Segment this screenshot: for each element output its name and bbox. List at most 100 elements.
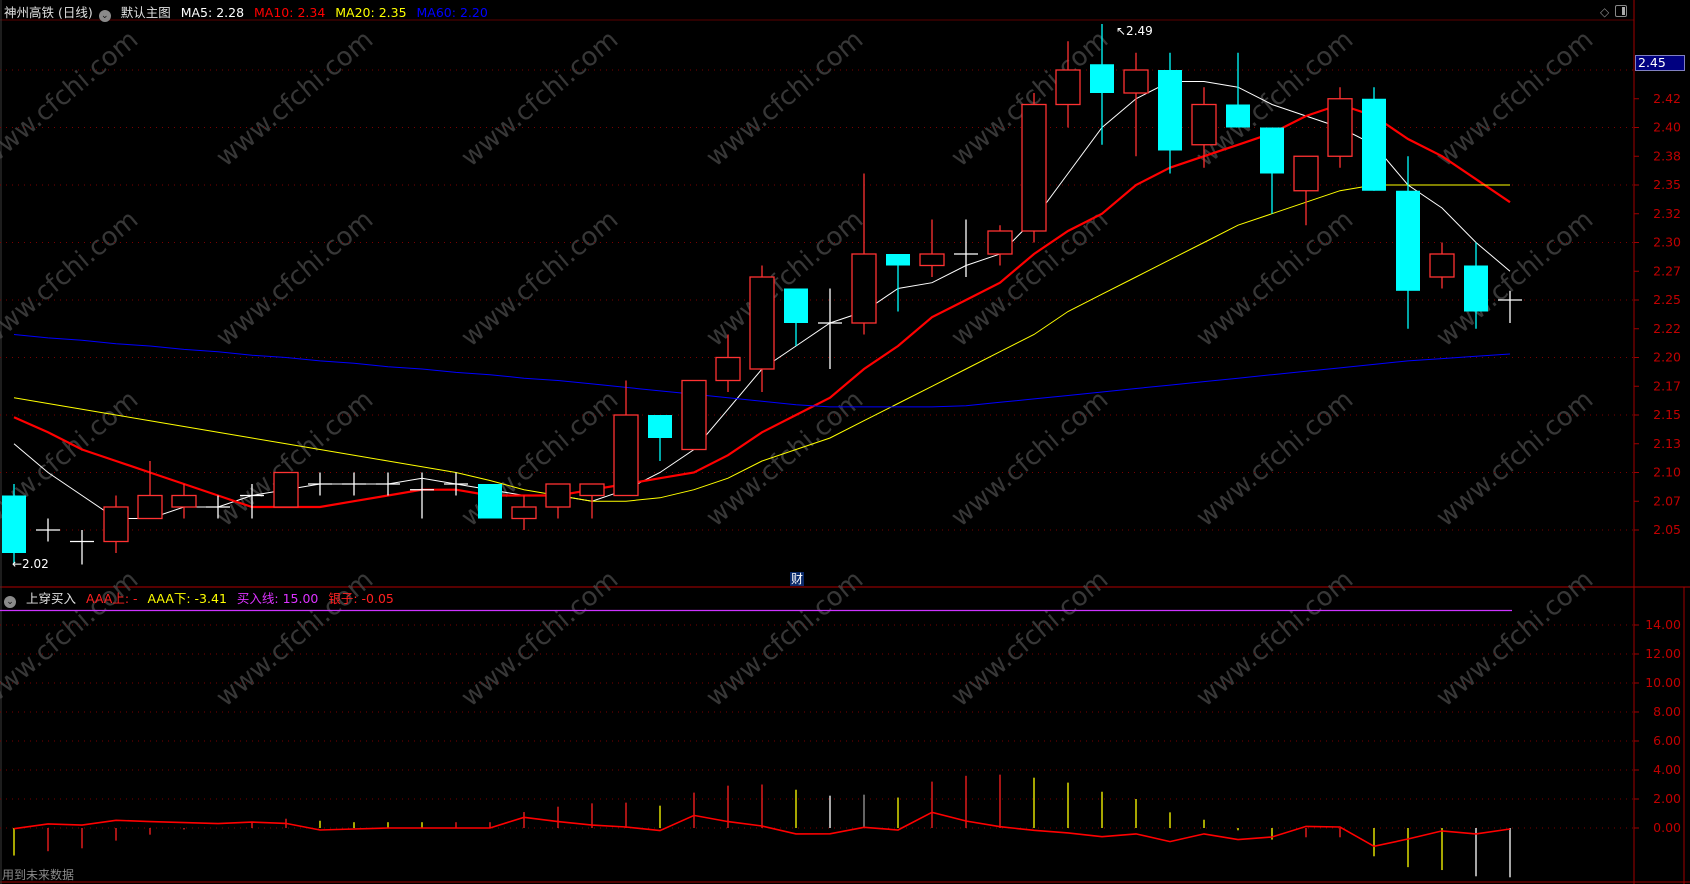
candle-body-up bbox=[613, 414, 639, 497]
indicator-axis-label: 4.00 bbox=[1653, 762, 1681, 777]
chevron-down-icon[interactable]: ⌄ bbox=[4, 596, 16, 608]
candle-body-down bbox=[1226, 104, 1250, 128]
candle-body-up bbox=[1191, 103, 1217, 146]
ma-line-ma60 bbox=[13, 334, 1511, 408]
candle-body-up bbox=[851, 253, 877, 324]
watermark-text: www.cfchi.com bbox=[211, 385, 380, 533]
watermark-text: www.cfchi.com bbox=[1431, 25, 1600, 173]
candle bbox=[137, 461, 163, 520]
candle-body-down bbox=[2, 495, 26, 553]
candle-body-up bbox=[171, 494, 197, 508]
indicator-name[interactable]: 上穿买入 bbox=[25, 591, 76, 606]
candle-body-up bbox=[545, 483, 571, 508]
ma20-legend: MA20: 2.35 bbox=[335, 5, 407, 20]
chevron-down-icon[interactable]: ⌄ bbox=[98, 10, 111, 22]
candle bbox=[511, 495, 537, 530]
candle bbox=[1123, 52, 1149, 157]
candle-body-up bbox=[1055, 69, 1081, 106]
watermark-text: www.cfchi.com bbox=[1431, 385, 1600, 533]
candle bbox=[545, 483, 571, 519]
window-controls: ◇ bbox=[1600, 4, 1633, 19]
candle-body-down bbox=[648, 415, 672, 438]
watermark-text: www.cfchi.com bbox=[0, 25, 144, 173]
price-axis-label: 2.13 bbox=[1653, 436, 1681, 451]
indicator-axis-label: 0.00 bbox=[1653, 820, 1681, 835]
candle bbox=[987, 225, 1013, 266]
candle bbox=[749, 265, 775, 392]
candle bbox=[613, 380, 639, 497]
candle bbox=[1327, 87, 1353, 168]
price-axis-label: 2.17 bbox=[1653, 378, 1681, 393]
candle-body-up bbox=[987, 230, 1013, 255]
candle-body-up bbox=[1021, 103, 1047, 232]
candle bbox=[103, 495, 129, 553]
current-price-box: 2.45 bbox=[1635, 55, 1685, 71]
indicator-header: ⌄ 上穿买入 AAA上: - AAA下: -3.41 买入线: 15.00 银子… bbox=[4, 588, 400, 608]
candle bbox=[715, 334, 741, 392]
candle bbox=[36, 518, 60, 542]
stock-title[interactable]: 神州高铁 (日线) bbox=[4, 5, 93, 20]
candle bbox=[1464, 242, 1488, 329]
price-axis-label: 2.25 bbox=[1653, 292, 1681, 307]
candle bbox=[681, 379, 707, 451]
price-axis-label: 2.35 bbox=[1653, 177, 1681, 192]
candle bbox=[410, 472, 434, 519]
candle-body-up bbox=[919, 253, 945, 267]
candle bbox=[1498, 290, 1522, 323]
candle bbox=[1158, 52, 1182, 174]
candle-body-down bbox=[1362, 98, 1386, 191]
indicator-axis-label: 14.00 bbox=[1645, 617, 1681, 632]
candle-body-up bbox=[1293, 155, 1319, 192]
finance-marker[interactable]: 财 bbox=[790, 572, 805, 586]
ma60-legend: MA60: 2.20 bbox=[416, 5, 488, 20]
candle bbox=[342, 472, 366, 496]
future-data-note: 用到未来数据 bbox=[2, 868, 75, 882]
price-axis-label: 2.20 bbox=[1653, 350, 1681, 365]
indicator-axis-label: 8.00 bbox=[1653, 704, 1681, 719]
price-axis-label: 2.05 bbox=[1653, 522, 1681, 537]
watermark-text: www.cfchi.com bbox=[1431, 205, 1600, 353]
candle bbox=[1396, 156, 1420, 329]
candle bbox=[579, 483, 605, 519]
ma-line-ma20 bbox=[13, 184, 1510, 502]
candle-body-up bbox=[715, 356, 741, 382]
candle bbox=[206, 495, 230, 519]
price-axis-label: 2.07 bbox=[1653, 493, 1681, 508]
ma10-legend: MA10: 2.34 bbox=[254, 5, 326, 20]
candle bbox=[886, 254, 910, 312]
candle bbox=[2, 484, 26, 565]
price-axis-label: 2.42 bbox=[1653, 91, 1681, 106]
watermark-text: www.cfchi.com bbox=[211, 205, 380, 353]
candle-body-up bbox=[749, 276, 775, 370]
candle bbox=[273, 471, 299, 508]
watermark-text: www.cfchi.com bbox=[701, 205, 870, 353]
candle bbox=[1260, 127, 1284, 214]
ma5-legend: MA5: 2.28 bbox=[180, 5, 245, 20]
candle bbox=[818, 288, 842, 369]
candle-body-up bbox=[137, 494, 163, 520]
aaa-up-value: AAA上: - bbox=[85, 591, 138, 606]
candle bbox=[851, 173, 877, 335]
candle-body-down bbox=[478, 484, 502, 519]
candle bbox=[70, 530, 94, 565]
watermark-text: www.cfchi.com bbox=[211, 25, 380, 173]
indicator-axis-label: 10.00 bbox=[1645, 675, 1681, 690]
template-selector[interactable]: 默认主图 bbox=[120, 5, 171, 20]
watermark-text: www.cfchi.com bbox=[456, 205, 625, 353]
watermark-text: www.cfchi.com bbox=[1191, 385, 1360, 533]
watermark-text: www.cfchi.com bbox=[0, 205, 144, 353]
candle bbox=[1090, 24, 1114, 145]
candle-body-down bbox=[1090, 64, 1114, 93]
watermark-text: www.cfchi.com bbox=[946, 385, 1115, 533]
price-axis-label: 2.22 bbox=[1653, 321, 1681, 336]
price-axis-label: 2.15 bbox=[1653, 407, 1681, 422]
panel-toggle-icon[interactable] bbox=[1615, 5, 1628, 17]
candle-body-down bbox=[1464, 265, 1488, 312]
candle bbox=[171, 484, 197, 519]
watermark-layer: www.cfchi.com www.cfchi.com www.cfchi.com w… bbox=[0, 25, 1599, 713]
candle-body-down bbox=[1158, 70, 1182, 151]
diamond-icon[interactable]: ◇ bbox=[1600, 5, 1610, 19]
candle bbox=[1191, 87, 1217, 168]
candle-body-up bbox=[1429, 253, 1455, 278]
